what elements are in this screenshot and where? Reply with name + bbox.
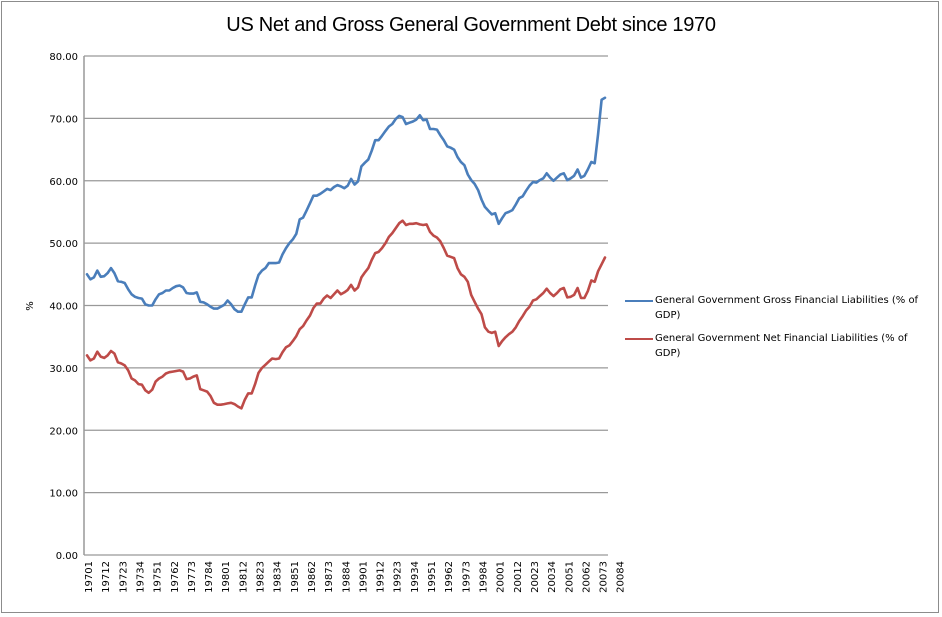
y-axis: 0.00 10.00 20.00 30.00 40.00 50.00 60.00 70.00 8…: [49, 52, 85, 562]
legend-swatch-net: [625, 338, 653, 340]
chart-title: US Net and Gross General Government Debt…: [226, 14, 716, 36]
x-tick-label: 19712: [101, 561, 112, 593]
y-tick-label: 70.00: [49, 114, 78, 125]
gridlines: [84, 55, 608, 556]
x-tick-label: 20051: [564, 561, 575, 593]
x-tick-label: 20062: [581, 561, 592, 593]
series-lines: [85, 96, 607, 410]
x-tick-label: 19873: [324, 561, 335, 593]
y-tick-label: 80.00: [49, 52, 78, 63]
x-tick-label: 19862: [307, 561, 318, 593]
legend-item-gross: General Government Gross Financial Liabi…: [625, 293, 925, 323]
x-tick-label: 19851: [290, 561, 301, 593]
legend-label-gross: General Government Gross Financial Liabi…: [655, 295, 919, 321]
x-tick-label: 19784: [204, 561, 215, 593]
legend-label-net: General Government Net Financial Liabili…: [655, 333, 908, 359]
x-tick-label: 19934: [410, 561, 421, 593]
x-tick-label: 19951: [427, 561, 438, 593]
x-tick-label: 19912: [376, 561, 387, 593]
x-tick-label: 19923: [393, 561, 404, 593]
legend-item-net: General Government Net Financial Liabili…: [625, 331, 925, 361]
x-tick-label: 19812: [238, 561, 249, 593]
x-axis: 19701 19712 19723 19734 19751 19762 19773 19784…: [84, 561, 627, 593]
x-tick-label: 20012: [513, 561, 524, 593]
x-tick-label: 19773: [187, 561, 198, 593]
x-tick-label: 19734: [135, 561, 146, 593]
x-tick-label: 19801: [221, 561, 232, 593]
x-tick-label: 19751: [153, 561, 164, 593]
y-tick-label: 0.00: [56, 551, 78, 562]
y-tick-label: 30.00: [49, 364, 78, 375]
y-tick-label: 20.00: [49, 426, 78, 437]
x-tick-label: 19884: [341, 561, 352, 593]
x-tick-label: 19962: [444, 561, 455, 593]
x-tick-label: 20034: [547, 561, 558, 593]
y-tick-label: 50.00: [49, 239, 78, 250]
x-tick-label: 19901: [358, 561, 369, 593]
x-tick-label: 20001: [496, 561, 507, 593]
y-axis-title: %: [25, 301, 36, 311]
x-tick-label: 19823: [256, 561, 267, 593]
y-tick-label: 40.00: [49, 302, 78, 313]
x-tick-label: 19723: [118, 561, 129, 593]
x-tick-label: 20073: [599, 561, 610, 593]
x-tick-label: 19984: [479, 561, 490, 593]
x-tick-label: 20084: [616, 561, 627, 593]
y-tick-label: 60.00: [49, 177, 78, 188]
legend-swatch-gross: [625, 300, 653, 302]
y-tick-label: 10.00: [49, 489, 78, 500]
x-tick-label: 19973: [461, 561, 472, 593]
x-tick-label: 20023: [530, 561, 541, 593]
x-tick-label: 19834: [273, 561, 284, 593]
series-line-net: [85, 219, 607, 410]
series-line-gross: [85, 96, 607, 314]
x-tick-label: 19701: [84, 561, 95, 593]
x-tick-label: 19762: [170, 561, 181, 593]
